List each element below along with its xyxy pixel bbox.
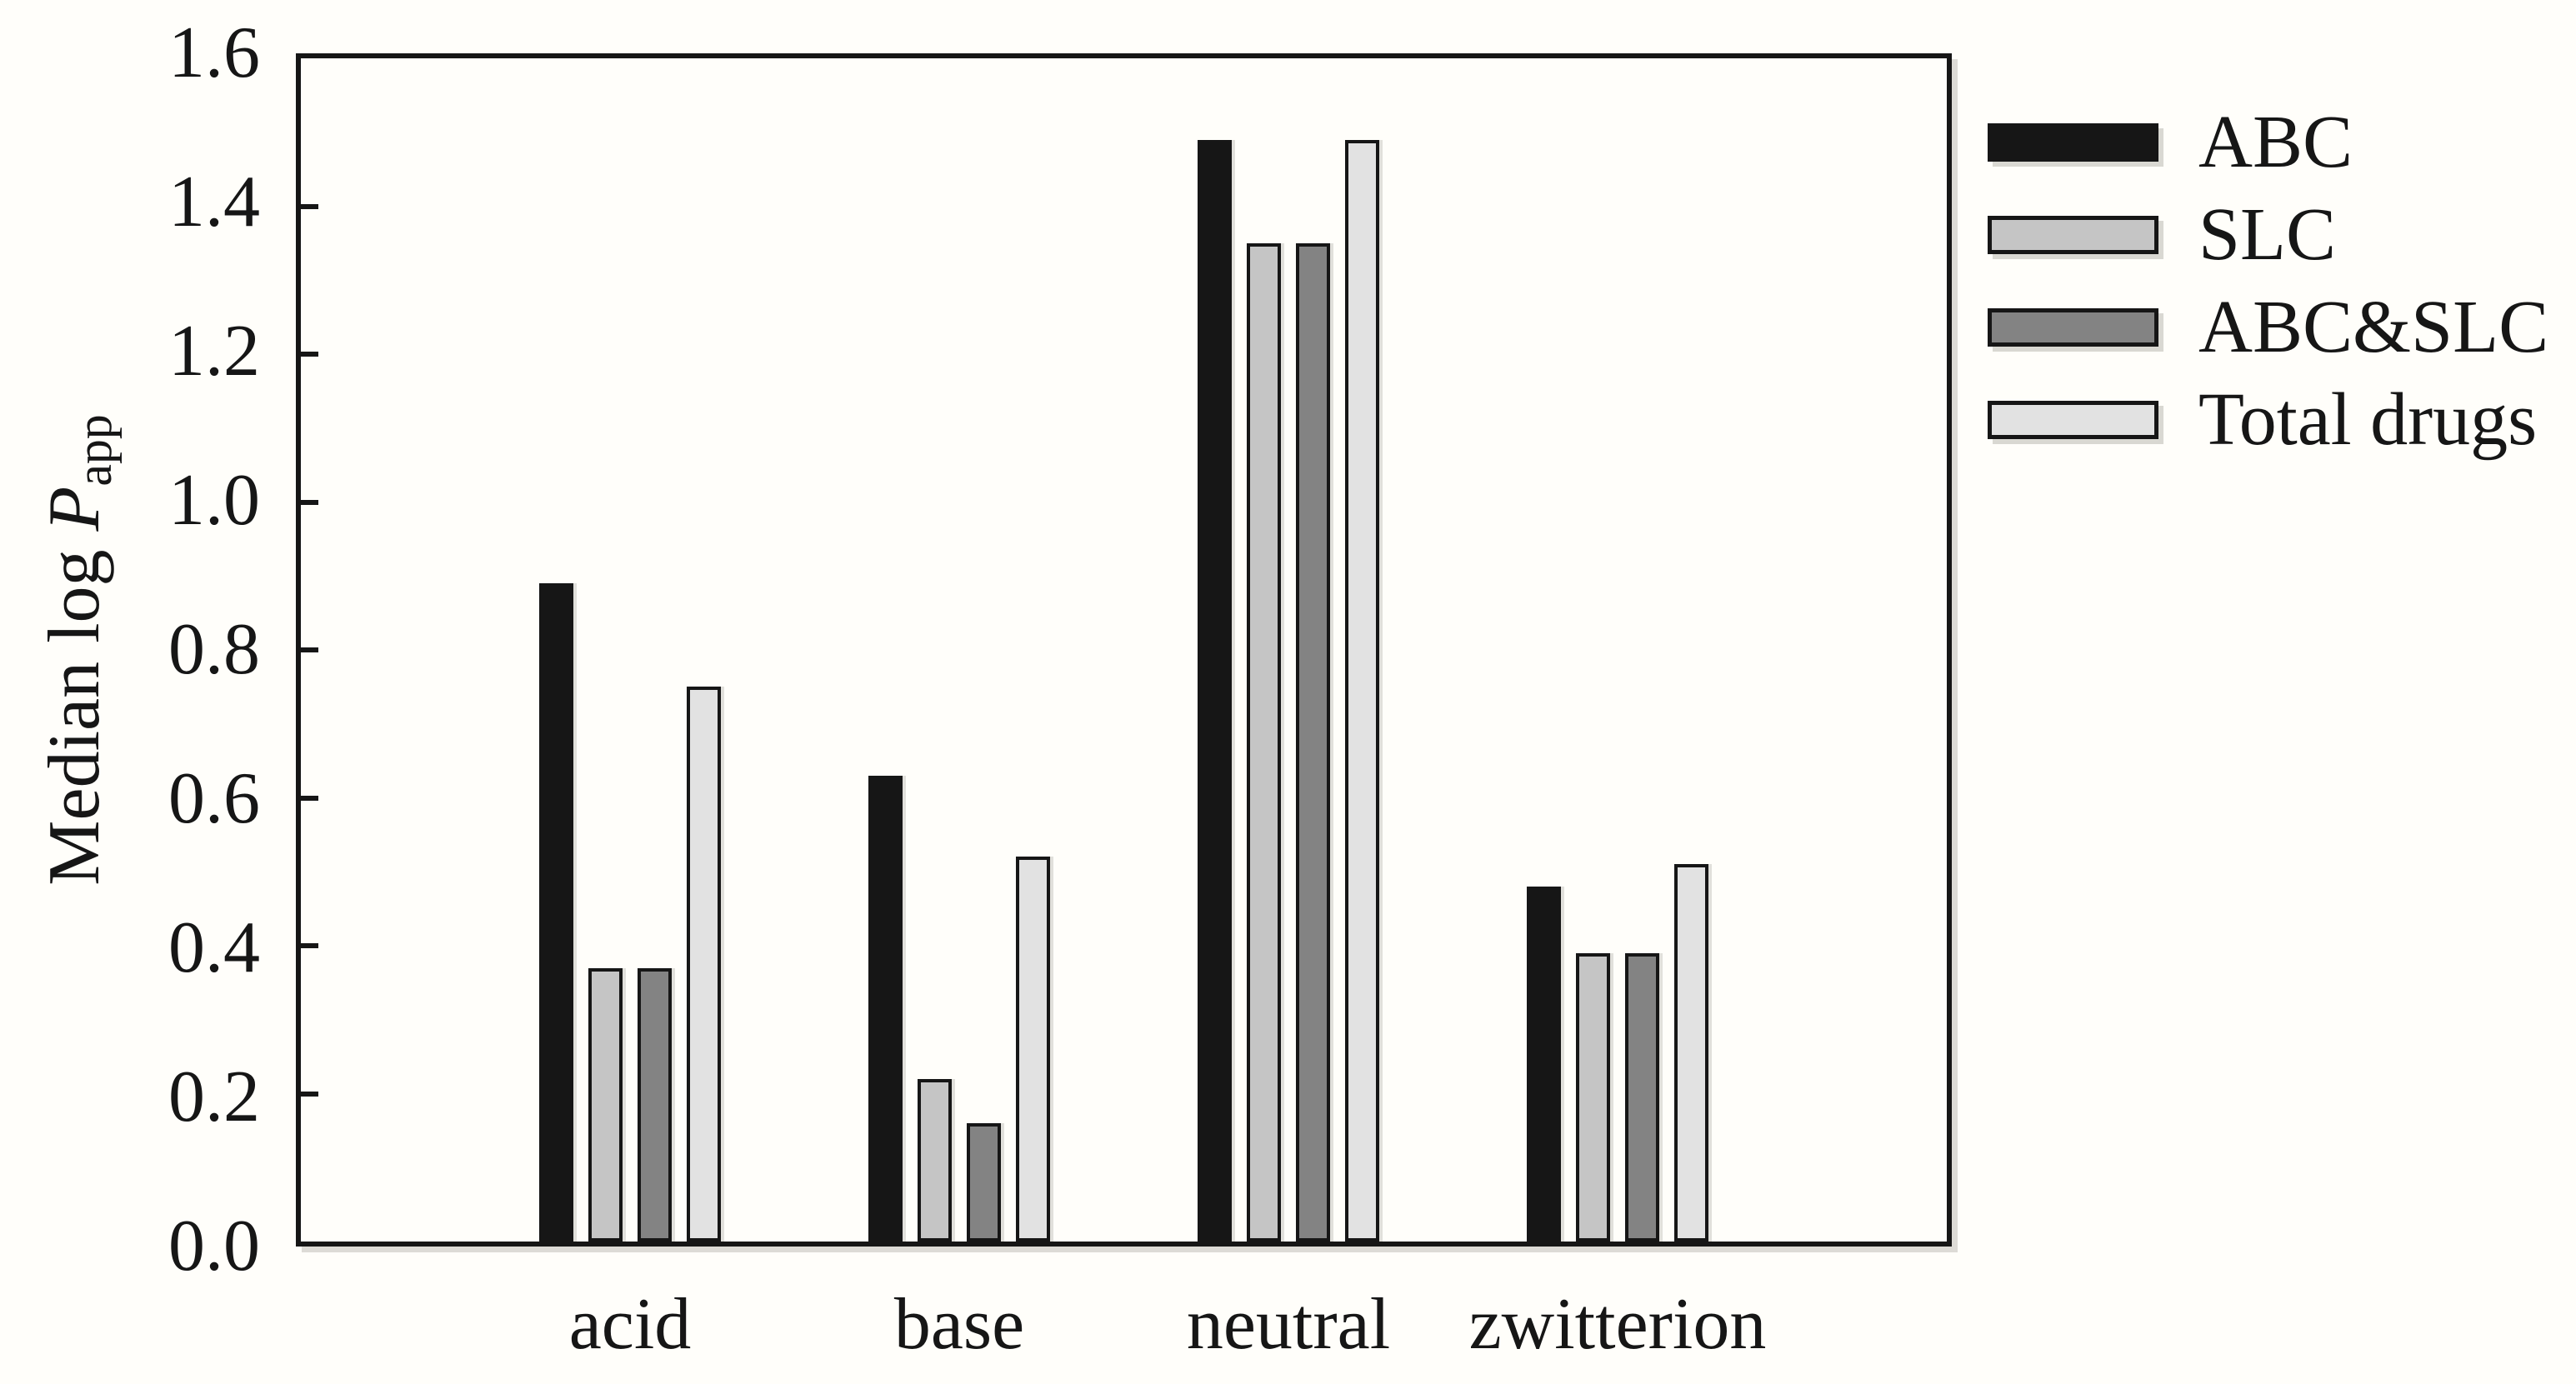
x-category-label-zwitterion: zwitterion (1468, 1284, 1767, 1365)
legend-swatch-abc (1988, 123, 2158, 162)
x-category-label-acid: acid (568, 1284, 692, 1365)
y-tick-label-1.4: 1.4 (168, 162, 260, 242)
y-tick-mark-0.2 (301, 1091, 318, 1097)
legend-label: ABC&SLC (2198, 286, 2549, 368)
plot-inner (301, 58, 1947, 1242)
x-category-label-base: base (893, 1284, 1025, 1365)
y-tick-mark-1.0 (301, 499, 318, 505)
y-tick-label-1.2: 1.2 (168, 311, 260, 392)
bar-zwitterion-abc (1527, 887, 1561, 1242)
y-tick-label-0.0: 0.0 (168, 1206, 260, 1287)
y-tick-label-0.2: 0.2 (168, 1057, 260, 1137)
y-tick-mark-1.2 (301, 352, 318, 357)
legend-row-total-drugs: Total drugs (1988, 382, 2537, 457)
bar-neutral-abc-slc (1296, 243, 1330, 1242)
bar-neutral-slc (1247, 243, 1281, 1242)
bar-acid-total-drugs (687, 687, 721, 1242)
y-tick-label-0.6: 0.6 (168, 758, 260, 839)
bar-acid-abc (539, 583, 573, 1242)
y-tick-label-1.6: 1.6 (168, 12, 260, 93)
bar-base-abc-slc (967, 1123, 1001, 1242)
bar-acid-slc (588, 968, 623, 1242)
bar-zwitterion-abc-slc (1625, 953, 1659, 1242)
legend-label: Total drugs (2198, 378, 2538, 461)
legend-swatch-slc (1988, 216, 2158, 254)
bar-zwitterion-total-drugs (1674, 864, 1708, 1242)
y-tick-mark-1.4 (301, 203, 318, 209)
legend-label: SLC (2198, 193, 2337, 276)
bar-base-slc (918, 1079, 952, 1242)
y-tick-mark-0.4 (301, 943, 318, 948)
y-tick-label-1.0: 1.0 (168, 460, 260, 541)
bar-base-total-drugs (1016, 857, 1050, 1242)
bar-acid-abc-slc (638, 968, 672, 1242)
bar-neutral-abc (1198, 140, 1232, 1242)
bar-neutral-total-drugs (1345, 140, 1379, 1242)
y-tick-mark-0.6 (301, 795, 318, 801)
bar-base-abc (868, 776, 903, 1242)
legend-swatch-abc-slc (1988, 308, 2158, 347)
legend-label: ABC (2198, 101, 2353, 183)
x-category-label-neutral: neutral (1186, 1284, 1391, 1365)
legend-row-slc: SLC (1988, 197, 2336, 272)
legend-swatch-total-drugs (1988, 401, 2158, 439)
y-tick-label-0.8: 0.8 (168, 609, 260, 690)
legend-row-abc-slc: ABC&SLC (1988, 290, 2548, 365)
legend-row-abc: ABC (1988, 105, 2353, 180)
y-tick-mark-0.8 (301, 647, 318, 652)
y-tick-label-0.4: 0.4 (168, 907, 260, 988)
bar-zwitterion-slc (1576, 953, 1610, 1242)
plot-area (296, 53, 1952, 1247)
